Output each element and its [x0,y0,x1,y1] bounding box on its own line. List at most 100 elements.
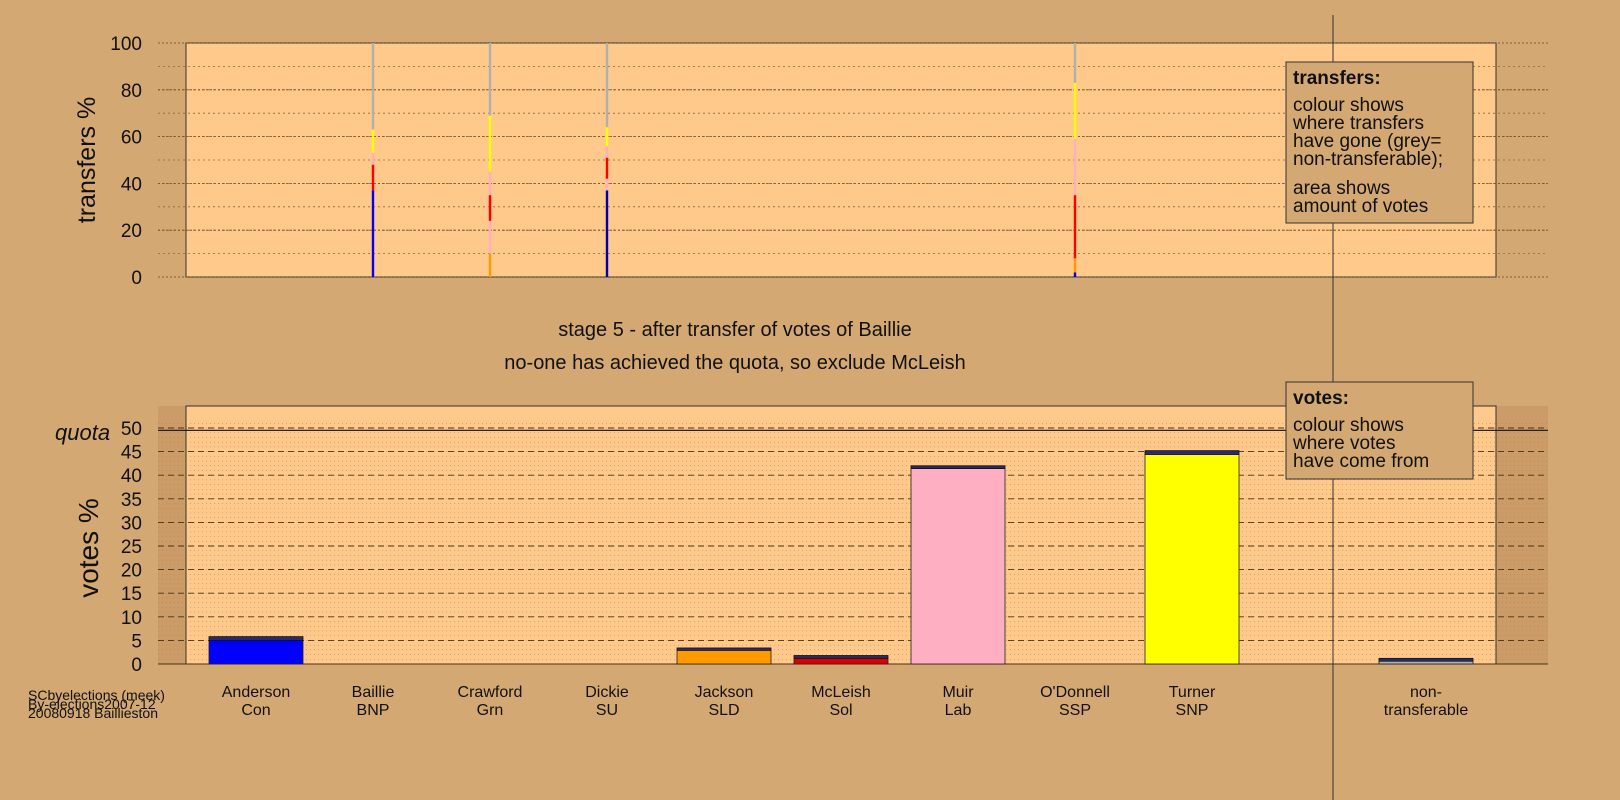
transfers-legend-line: area shows [1293,178,1390,199]
x-tick-label: Muir [942,684,974,701]
transfers-legend-title: transfers: [1293,68,1381,89]
x-tick-label-party: Grn [477,702,504,719]
vote-bar [1378,660,1474,665]
transfer-segment [1073,272,1077,277]
footer-line-1: SCbyelections (meek) [28,687,165,703]
stage-line-1: stage 5 - after transfer of votes of Bai… [558,319,912,341]
x-tick-label: Baillie [352,684,395,701]
x-tick-label: O'Donnell [1040,684,1110,701]
footer-line-2: By-elections2007-12 [28,696,156,712]
x-tick-label-party: Con [241,702,270,719]
transfer-segment [371,164,375,191]
transfers-legend-line: colour shows [1293,95,1404,116]
vote-bar [676,649,772,665]
vote-bar [1144,454,1240,665]
y-tick-label: 5 [131,631,142,652]
y-tick-label: 40 [121,466,142,487]
y-tick-label: 30 [121,513,142,534]
transfer-segment [605,43,609,128]
vote-bar-top-band [676,647,772,651]
y-tick-label: 40 [121,174,142,195]
x-tick-label-party: transferable [1384,702,1469,719]
transfers-legend-line: have gone (grey= [1293,131,1441,152]
transfer-segment [488,43,492,116]
votes-legend-line: colour shows [1293,415,1404,436]
transfers-y-ticks: 0 20 40 60 80 100 [110,34,1548,289]
transfers-columns [371,43,1077,277]
transfer-segment [488,195,492,221]
transfer-segment [605,127,609,146]
votes-y-axis-label: votes % [73,498,104,598]
stage-line-2: no-one has achieved the quota, so exclud… [504,352,965,374]
x-tick-label-party: SLD [708,702,739,719]
x-tick-label-party: BNP [357,702,390,719]
transfer-segment [605,178,609,191]
transfer-segment [371,190,375,277]
y-tick-label: 0 [131,655,142,676]
x-tick-label: Turner [1169,684,1216,701]
transfers-legend: transfers: colour shows where transfers … [1285,61,1474,224]
y-tick-label: 20 [121,221,142,242]
transfer-segment [488,220,492,254]
vote-bar [793,657,889,665]
transfer-segment [371,129,375,153]
vote-bar-top-band [208,636,304,641]
transfer-segment [1073,82,1077,139]
transfer-segment [1073,258,1077,273]
x-tick-label-party: SU [596,702,618,719]
vote-bar-top-band [910,465,1006,469]
transfer-segment [371,152,375,165]
y-tick-label: 10 [121,608,142,629]
quota-label: quota [55,420,110,445]
votes-legend: votes: colour shows where votes have com… [1285,381,1474,480]
y-tick-label: 20 [121,561,142,582]
x-tick-label-party: Sol [829,702,852,719]
transfer-segment [605,145,609,158]
y-tick-label: 35 [121,490,142,511]
x-tick-label: Crawford [458,684,523,701]
transfers-legend-line: where transfers [1292,113,1424,134]
transfers-grid [158,66,1548,255]
vote-bar [208,640,304,665]
transfer-segment [1073,43,1077,83]
x-tick-label-party: Lab [945,702,972,719]
transfers-legend-line: non-transferable); [1293,149,1443,170]
y-tick-label: 45 [121,443,142,464]
y-tick-label: 15 [121,584,142,605]
y-tick-label: 0 [131,268,142,289]
transfer-segment [488,171,492,196]
y-tick-label: 50 [121,419,142,440]
transfers-y-axis-label: transfers % [73,97,101,223]
x-tick-label: Jackson [695,684,754,701]
votes-legend-title: votes: [1293,388,1349,409]
transfer-segment [605,190,609,277]
vote-bar-top-band [1378,657,1474,662]
footer-line-3: 20080918 Baillieston [28,705,158,721]
x-tick-label: McLeish [811,684,871,701]
y-tick-label: 60 [121,128,142,149]
transfer-segment [1073,195,1077,259]
transfer-segment [488,253,492,277]
votes-legend-line: have come from [1293,451,1429,472]
x-tick-label: non- [1410,684,1442,701]
x-tick-label-party: SSP [1059,702,1091,719]
x-tick-label: Dickie [585,684,629,701]
votes-legend-line: where votes [1292,433,1395,454]
votes-bars [208,450,1474,665]
transfer-segment [1073,138,1077,196]
transfers-legend-line: amount of votes [1293,196,1428,217]
votes-left-shade [158,406,186,664]
votes-right-shade [1495,406,1548,664]
x-tick-label-party: SNP [1176,702,1209,719]
x-tick-label: Anderson [222,684,291,701]
y-tick-label: 80 [121,81,142,102]
vote-bar [910,468,1006,665]
y-tick-label: 25 [121,537,142,558]
vote-bar-top-band [793,655,889,659]
vote-bar-top-band [1144,450,1240,455]
transfer-segment [488,115,492,172]
transfer-segment [371,43,375,130]
